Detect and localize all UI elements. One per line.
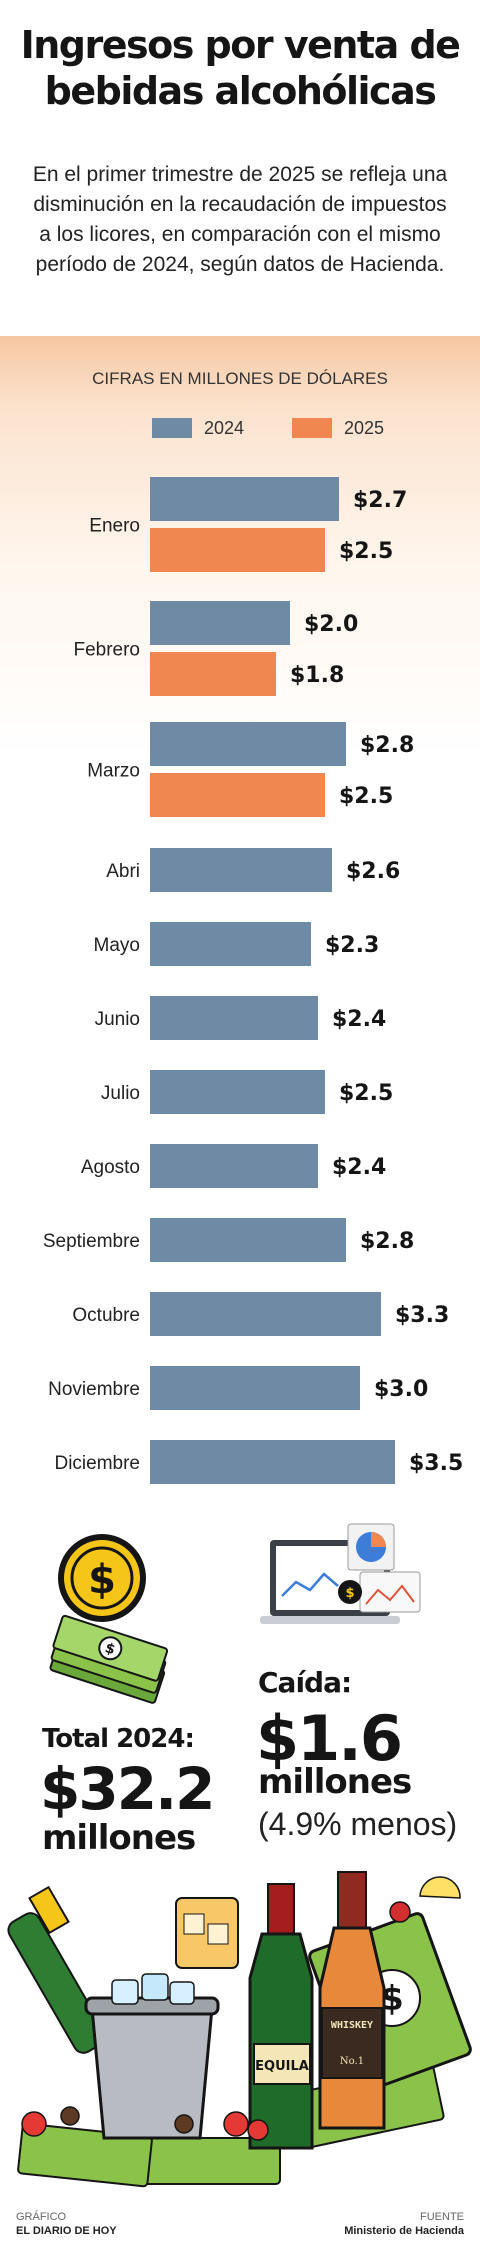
chart-subtitle: CIFRAS EN MILLONES DE DÓLARES [92, 369, 388, 388]
whiskey-bottle-icon: WHISKEY No.1 [318, 1871, 386, 2130]
ice-bucket-icon [84, 1973, 220, 2140]
page-subtitle: En el primer trimestre de 2025 se reflej… [32, 163, 448, 276]
drop-unit: millones [258, 1762, 412, 1802]
category-label: Abri [106, 861, 140, 882]
bar-value-label: $2.5 [339, 1081, 393, 1106]
legend-swatch-2024 [152, 418, 192, 438]
bar-2024-septiembre [150, 1218, 346, 1262]
page-title: Ingresos por venta de bebidas alcohólica… [20, 23, 461, 113]
bar-value-label: $2.5 [339, 784, 393, 809]
category-label: Noviembre [48, 1379, 140, 1400]
drop-value: $1.6 [256, 1702, 403, 1775]
svg-text:$: $ [103, 1640, 117, 1658]
svg-text:$: $ [345, 1586, 354, 1601]
money-stack-icon: $ [49, 1614, 169, 1704]
source: FUENTE Ministerio de Hacienda [344, 2210, 464, 2238]
source-value: Ministerio de Hacienda [344, 2225, 464, 2237]
svg-text:$: $ [380, 1979, 404, 2019]
bar-value-label: $2.8 [360, 733, 414, 758]
dollar-coin-icon: $ [58, 1534, 146, 1622]
chart-area: CIFRAS EN MILLONES DE DÓLARES 2024 2025 $2.… [0, 336, 480, 1496]
drop-percentage: (4.9% menos) [258, 1806, 458, 1842]
tequila-label: EQUILA [255, 2059, 309, 2074]
bar-value-label: $2.8 [360, 1229, 414, 1254]
drop-label: Caída: [258, 1666, 352, 1699]
bar-value-label: $2.7 [353, 488, 407, 513]
category-label: Agosto [81, 1157, 140, 1178]
credit-key: GRÁFICO [16, 2211, 67, 2223]
total-label: Total 2024: [42, 1724, 195, 1754]
category-label: Octubre [72, 1305, 140, 1326]
bar-2024-enero [150, 477, 339, 521]
coin-symbol: $ [88, 1557, 116, 1603]
bar-2024-febrero [150, 601, 290, 645]
category-label: Mayo [94, 935, 140, 956]
bar-value-label: $2.6 [346, 859, 400, 884]
bar-value-label: $3.3 [395, 1303, 449, 1328]
bar-value-label: $2.3 [325, 933, 379, 958]
legend-label-2025: 2025 [344, 418, 384, 438]
strawberry-icon [21, 2111, 47, 2137]
legend-label-2024: 2024 [204, 418, 244, 438]
tequila-bottle-icon: EQUILA [248, 1883, 314, 2150]
bar-2024-mayo [150, 922, 311, 966]
drinks-illustration: $ EQUILA [7, 1871, 472, 2188]
category-label: Septiembre [43, 1231, 140, 1252]
bar-2024-agosto [150, 1144, 318, 1188]
cherry-icon [389, 1901, 411, 1923]
chocolate-icon [60, 2106, 80, 2126]
credit-value: EL DIARIO DE HOY [16, 2225, 117, 2237]
bar-2024-abri [150, 848, 332, 892]
header: Ingresos por venta de bebidas alcohólica… [0, 0, 480, 336]
category-label: Junio [95, 1009, 140, 1030]
category-label: Enero [89, 516, 140, 537]
bar-chart: CIFRAS EN MILLONES DE DÓLARES 2024 2025 $2.… [43, 369, 463, 1484]
bar-2024-junio [150, 996, 318, 1040]
category-label: Marzo [87, 761, 140, 782]
bar-2025-enero [150, 528, 325, 572]
category-label: Febrero [73, 640, 140, 661]
bar-value-label: $3.0 [374, 1377, 428, 1402]
bar-value-label: $2.4 [332, 1155, 386, 1180]
total-unit: millones [42, 1818, 196, 1858]
summary-section: $ $ $ Total 2024: $32.2 millones Caída: … [0, 1496, 480, 2241]
bar-2024-marzo [150, 722, 346, 766]
bar-2024-julio [150, 1070, 325, 1114]
bar-2025-marzo [150, 773, 325, 817]
legend-swatch-2025 [292, 418, 332, 438]
bar-value-label: $2.5 [339, 539, 393, 564]
bar-value-label: $1.8 [290, 663, 344, 688]
bar-2025-febrero [150, 652, 276, 696]
whisky-glass-icon [175, 1897, 239, 1969]
category-label: Diciembre [54, 1453, 140, 1474]
credit: GRÁFICO EL DIARIO DE HOY [16, 2210, 117, 2238]
total-value: $32.2 [40, 1755, 215, 1823]
source-key: FUENTE [420, 2211, 464, 2223]
whiskey-small-label: No.1 [340, 2056, 364, 2067]
bar-2024-octubre [150, 1292, 381, 1336]
bar-value-label: $3.5 [409, 1451, 463, 1476]
bar-value-label: $2.0 [304, 612, 358, 637]
lemon-slice-icon [419, 1876, 461, 1899]
category-label: Julio [101, 1083, 140, 1104]
bar-2024-noviembre [150, 1366, 360, 1410]
bar-value-label: $2.4 [332, 1007, 386, 1032]
bar-2024-diciembre [150, 1440, 395, 1484]
whiskey-label: WHISKEY [331, 2020, 373, 2031]
laptop-analytics-icon: $ [260, 1523, 421, 1624]
